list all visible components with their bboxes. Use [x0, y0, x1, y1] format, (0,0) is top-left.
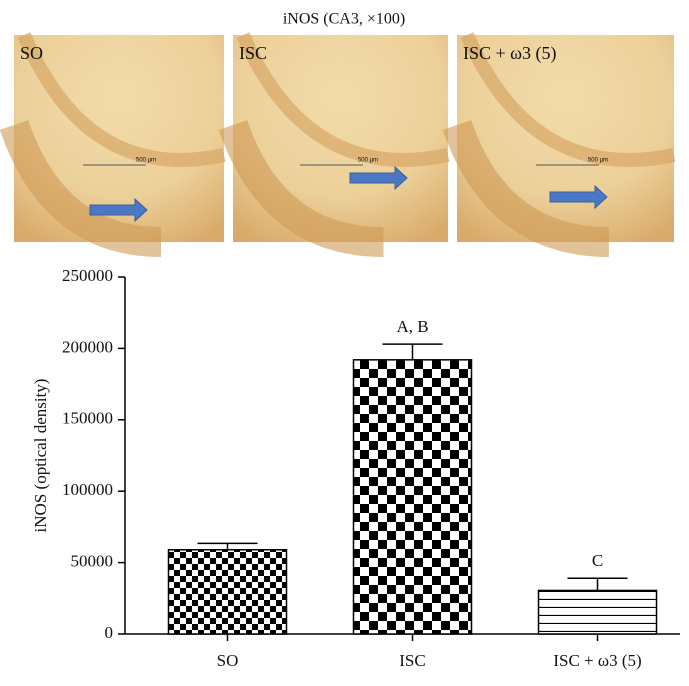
y-tick-label: 100000 [62, 480, 113, 499]
arrow [549, 184, 608, 210]
bar [537, 589, 658, 635]
tissue-band [0, 119, 162, 257]
tissue-band [218, 119, 384, 257]
arrow [89, 197, 148, 223]
micrograph-label: ISC + ω3 (5) [463, 43, 557, 64]
scale-bar-label: 500 µm [588, 158, 608, 164]
annotation: A, B [396, 317, 428, 336]
scale-bar-label: 500 µm [136, 158, 156, 164]
tissue-band [460, 32, 676, 167]
bar [352, 359, 473, 635]
bar [167, 548, 288, 635]
y-tick-label: 50000 [71, 552, 114, 571]
tissue-band [236, 32, 450, 167]
panel-title: iNOS (CA3, ×100) [283, 11, 405, 28]
tissue-band [442, 119, 610, 257]
arrow [349, 165, 408, 191]
y-tick-label: 250000 [62, 266, 113, 285]
tissue-band [17, 32, 226, 167]
y-tick-label: 200000 [62, 337, 113, 356]
x-tick-label: ISC [399, 651, 425, 670]
scale-bar-label: 500 µm [358, 158, 378, 164]
micrograph-label: ISC [239, 43, 267, 63]
x-tick-label: ISC + ω3 (5) [553, 651, 641, 670]
y-axis-label: iNOS (optical density) [31, 379, 50, 533]
y-tick-label: 150000 [62, 409, 113, 428]
y-tick-label: 0 [105, 623, 114, 642]
annotation: C [592, 551, 603, 570]
micrograph-label: SO [20, 43, 43, 63]
x-tick-label: SO [217, 651, 239, 670]
